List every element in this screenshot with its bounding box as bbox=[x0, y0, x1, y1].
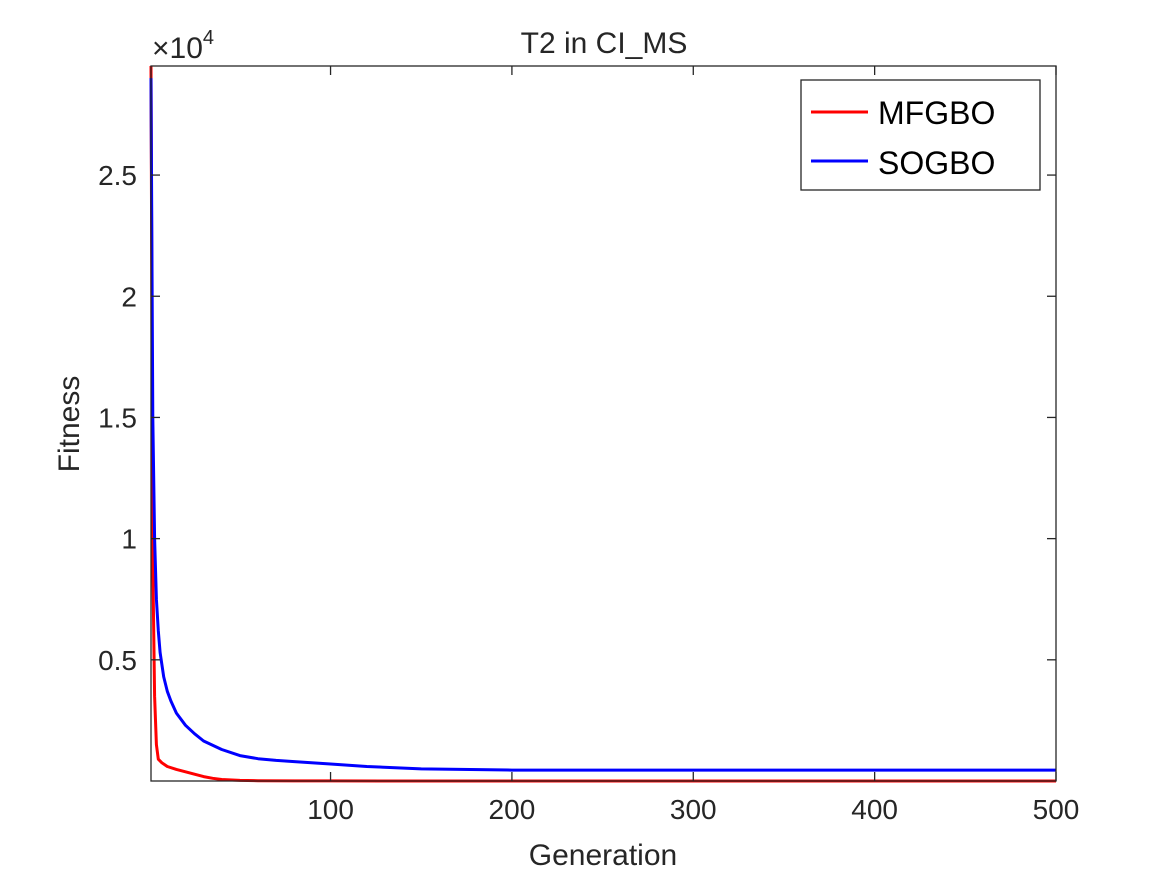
y-multiplier-base: ×10 bbox=[152, 32, 203, 65]
axes-box bbox=[150, 65, 1057, 782]
y-multiplier-exponent: 4 bbox=[203, 27, 214, 49]
x-axis-label: Generation bbox=[529, 839, 677, 872]
y-axis-label: Fitness bbox=[53, 376, 86, 473]
x-tick-label: 300 bbox=[670, 794, 717, 825]
x-tick-label: 400 bbox=[851, 794, 898, 825]
legend-box bbox=[800, 79, 1041, 191]
legend-label-sogbo: SOGBO bbox=[878, 145, 995, 181]
y-tick-label: 2 bbox=[121, 281, 137, 312]
series-line-sogbo bbox=[149, 78, 1056, 772]
y-tick-label: 1 bbox=[121, 524, 137, 555]
y-multiplier: ×104 bbox=[152, 27, 214, 65]
x-axis: 100 200 300 400 500 bbox=[307, 66, 1079, 825]
x-tick-label: 200 bbox=[489, 794, 536, 825]
y-axis: 0.5 1 1.5 2 2.5 bbox=[98, 160, 1056, 676]
chart-title: T2 in CI_MS bbox=[521, 27, 688, 60]
x-tick-label: 100 bbox=[307, 794, 354, 825]
y-tick-label: 2.5 bbox=[98, 160, 137, 191]
legend: MFGBO SOGBO bbox=[800, 79, 1041, 191]
x-tick-label: 500 bbox=[1033, 794, 1080, 825]
y-tick-label: 1.5 bbox=[98, 402, 137, 433]
legend-label-mfgbo: MFGBO bbox=[878, 95, 995, 131]
y-tick-label: 0.5 bbox=[98, 645, 137, 676]
